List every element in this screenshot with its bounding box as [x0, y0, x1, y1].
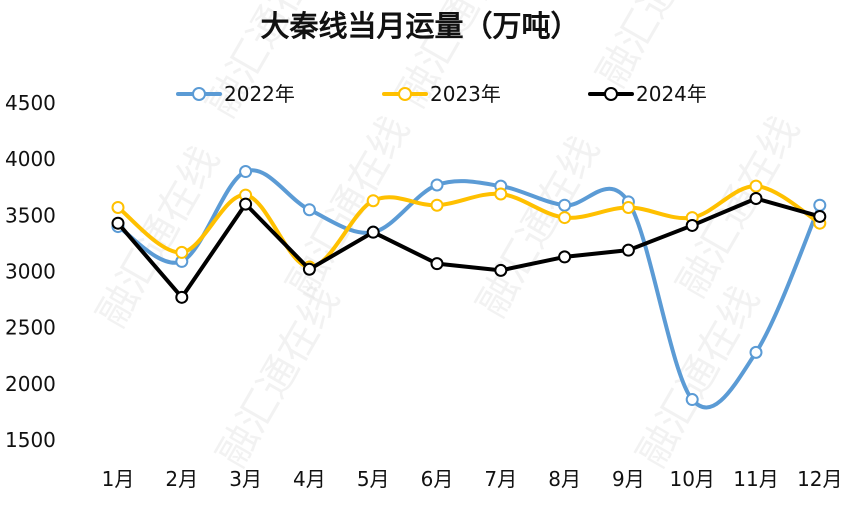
- watermark-text: 融汇通在线: [629, 279, 769, 475]
- data-point: [494, 187, 508, 201]
- legend-marker: [192, 87, 206, 101]
- x-axis-ticks: 1月 2月 3月 4月 5月 6月 7月 8月 9月 10月 11月 12月: [102, 467, 843, 491]
- data-point: [430, 178, 444, 192]
- data-point: [430, 198, 444, 212]
- legend-label: 2024年: [636, 82, 707, 106]
- watermark-text: 融汇通在线: [209, 279, 349, 475]
- legend: 2022年 2023年 2024年: [176, 82, 707, 106]
- data-point: [621, 200, 635, 214]
- y-axis-ticks: 1500 2000 2500 3000 3500 4000 4500: [5, 91, 56, 452]
- y-tick-label: 4500: [5, 91, 56, 115]
- y-tick-label: 2000: [5, 372, 56, 396]
- legend-label: 2023年: [430, 82, 501, 106]
- data-point: [813, 209, 827, 223]
- watermark-text: 融汇通在线: [279, 109, 419, 305]
- legend-marker: [398, 87, 412, 101]
- data-point: [302, 203, 316, 217]
- data-point: [430, 257, 444, 271]
- legend-label: 2022年: [224, 82, 295, 106]
- y-tick-label: 2500: [5, 316, 56, 340]
- data-point: [558, 250, 572, 264]
- y-tick-label: 1500: [5, 428, 56, 452]
- watermark-text: 融汇通在线: [589, 0, 729, 95]
- data-point: [685, 218, 699, 232]
- chart-title: 大秦线当月运量（万吨）: [260, 9, 579, 43]
- x-tick-label: 3月: [229, 467, 262, 491]
- y-tick-label: 3000: [5, 260, 56, 284]
- watermark-text: 融汇通在线: [469, 129, 609, 325]
- x-tick-label: 6月: [421, 467, 454, 491]
- x-tick-label: 1月: [102, 467, 135, 491]
- x-tick-label: 10月: [669, 467, 714, 491]
- data-point: [366, 194, 380, 208]
- data-point: [366, 225, 380, 239]
- data-point: [302, 262, 316, 276]
- data-point: [175, 290, 189, 304]
- data-point: [558, 198, 572, 212]
- data-point: [239, 165, 253, 179]
- series-line: [116, 196, 822, 300]
- data-point: [239, 197, 253, 211]
- x-tick-label: 2月: [165, 467, 198, 491]
- watermark-text: 融汇通在线: [89, 139, 229, 335]
- data-point: [813, 198, 827, 212]
- series-2023年: [111, 179, 827, 274]
- data-point: [749, 191, 763, 205]
- x-tick-label: 9月: [612, 467, 645, 491]
- data-point: [685, 393, 699, 407]
- data-point: [621, 243, 635, 257]
- y-tick-label: 3500: [5, 203, 56, 227]
- legend-marker: [604, 87, 618, 101]
- data-point: [494, 263, 508, 277]
- y-tick-label: 4000: [5, 147, 56, 171]
- x-tick-label: 11月: [733, 467, 778, 491]
- data-point: [749, 345, 763, 359]
- x-tick-label: 7月: [484, 467, 517, 491]
- series-layer: [111, 165, 827, 410]
- data-point: [749, 179, 763, 193]
- x-tick-label: 12月: [797, 467, 842, 491]
- data-point: [558, 211, 572, 225]
- data-point: [175, 245, 189, 259]
- series-2024年: [111, 191, 827, 304]
- x-tick-label: 8月: [548, 467, 581, 491]
- x-tick-label: 4月: [293, 467, 326, 491]
- x-tick-label: 5月: [357, 467, 390, 491]
- data-point: [111, 216, 125, 230]
- data-point: [111, 200, 125, 214]
